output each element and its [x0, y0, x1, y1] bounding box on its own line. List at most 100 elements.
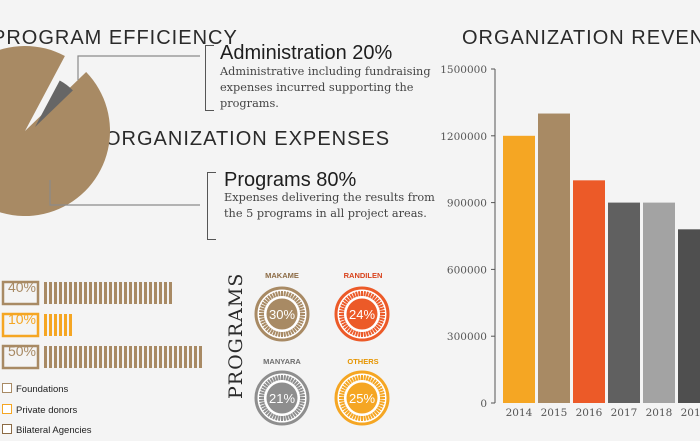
- dial-tick: [367, 330, 372, 336]
- dial-tick: [339, 399, 345, 402]
- funding-bar-stripe: [119, 346, 122, 368]
- funding-bar-stripe: [64, 314, 67, 336]
- x-tick-label: 2017: [611, 407, 638, 419]
- dial-tick: [263, 408, 269, 413]
- dial-tick: [358, 291, 361, 297]
- dial-tick: [370, 413, 375, 419]
- dial-tick: [285, 415, 289, 421]
- dial-tick: [272, 330, 277, 336]
- dial-tick: [259, 399, 265, 402]
- dial-tick: [287, 376, 292, 382]
- dial-tick: [345, 381, 350, 386]
- dial-tick: [341, 301, 347, 306]
- funding-bar-stripe: [84, 282, 87, 304]
- funding-bar-stripe: [134, 346, 137, 368]
- dial-tick: [263, 324, 269, 329]
- dial-tick: [355, 331, 359, 337]
- funding-bar-stripe: [184, 346, 187, 368]
- dial-tick: [352, 376, 357, 382]
- funding-bar-stripe: [154, 346, 157, 368]
- dial-tick: [367, 414, 372, 420]
- dial-tick: [275, 331, 279, 337]
- dial-tick: [278, 331, 281, 337]
- funding-bar-stripe: [44, 346, 47, 368]
- funding-bar-stripe: [109, 282, 112, 304]
- revenue-bar-2019: [678, 229, 700, 403]
- dial-tick: [294, 326, 299, 331]
- dial-tick: [294, 297, 299, 302]
- funding-bar-stripe: [174, 346, 177, 368]
- dial-tick: [292, 327, 297, 333]
- funding-bar-stripe: [134, 282, 137, 304]
- dial-core: [266, 298, 298, 330]
- x-tick-label: 2014: [506, 407, 533, 419]
- dial-tick: [340, 403, 346, 408]
- funding-bar-stripe: [64, 346, 67, 368]
- funding-bar-stripe: [69, 282, 72, 304]
- dial-tick: [260, 388, 266, 393]
- dial-tick: [294, 410, 299, 415]
- dial-tick: [339, 315, 345, 318]
- program-name-others: OTHERS: [347, 357, 379, 366]
- dial-tick: [298, 403, 304, 408]
- dial-tick: [290, 413, 295, 419]
- dial-tick: [352, 292, 357, 298]
- dial-tick: [295, 408, 301, 413]
- funding-bar-stripe: [119, 282, 122, 304]
- dial-tick: [349, 329, 354, 335]
- dial-tick: [341, 406, 347, 411]
- funding-bar-stripe: [69, 346, 72, 368]
- funding-bar-stripe: [99, 346, 102, 368]
- dial-tick: [283, 375, 286, 381]
- dial-tick: [379, 307, 385, 311]
- dial-tick: [370, 377, 375, 383]
- dial-tick: [272, 376, 277, 382]
- programs-description: Expenses delivering the results from the…: [224, 190, 464, 222]
- y-tick-label: 900000: [447, 198, 487, 210]
- dial-tick: [297, 406, 303, 411]
- funding-bar-stripe: [189, 346, 192, 368]
- dial-tick: [365, 331, 369, 337]
- administration-description: Administrative including fundraising exp…: [220, 64, 450, 112]
- revenue-bar-2017: [608, 202, 640, 403]
- dial-tick: [352, 414, 357, 420]
- dial-tick: [355, 375, 359, 381]
- dial-tick: [297, 301, 303, 306]
- dial-tick: [294, 381, 299, 386]
- dial-tick: [299, 307, 305, 311]
- legend-foundations: Foundations: [2, 383, 68, 395]
- admin-desc-line: programs.: [220, 97, 279, 110]
- dial-tick: [269, 377, 274, 383]
- funding-bar-stripe: [99, 282, 102, 304]
- dial-tick: [375, 383, 381, 388]
- funding-label-bilateral: 50%: [7, 343, 37, 359]
- dial-tick: [372, 295, 377, 301]
- funding-bar-stripe: [64, 282, 67, 304]
- dial-tick: [379, 399, 385, 402]
- dial-tick: [343, 408, 349, 413]
- y-tick-label: 1500000: [440, 64, 487, 76]
- dial-tick: [292, 379, 297, 385]
- dial-percent-label: 24%: [349, 307, 375, 322]
- dial-tick: [375, 324, 381, 329]
- funding-bar-stripe: [124, 346, 127, 368]
- dial-tick: [297, 322, 303, 327]
- dial-tick: [298, 304, 304, 309]
- x-tick-label: 2018: [646, 407, 673, 419]
- programs-heading: Programs 80%: [224, 169, 357, 191]
- program-dial-others: 25%: [334, 370, 390, 426]
- dial-tick: [363, 375, 366, 381]
- pie-slice-programs: [0, 46, 110, 216]
- dial-tick: [349, 413, 354, 419]
- dial-tick: [341, 385, 347, 390]
- dial-core: [266, 382, 298, 414]
- legend-swatch: [2, 424, 12, 434]
- funding-bar-stripe: [49, 346, 52, 368]
- funding-bar-stripe: [79, 282, 82, 304]
- dial-tick: [367, 376, 372, 382]
- dial-tick: [285, 375, 289, 381]
- dial-tick: [261, 406, 267, 411]
- legend-label: Bilateral Agencies: [16, 425, 92, 436]
- dial-tick: [363, 291, 366, 297]
- programs-desc-line: Expenses delivering the results from: [224, 191, 435, 204]
